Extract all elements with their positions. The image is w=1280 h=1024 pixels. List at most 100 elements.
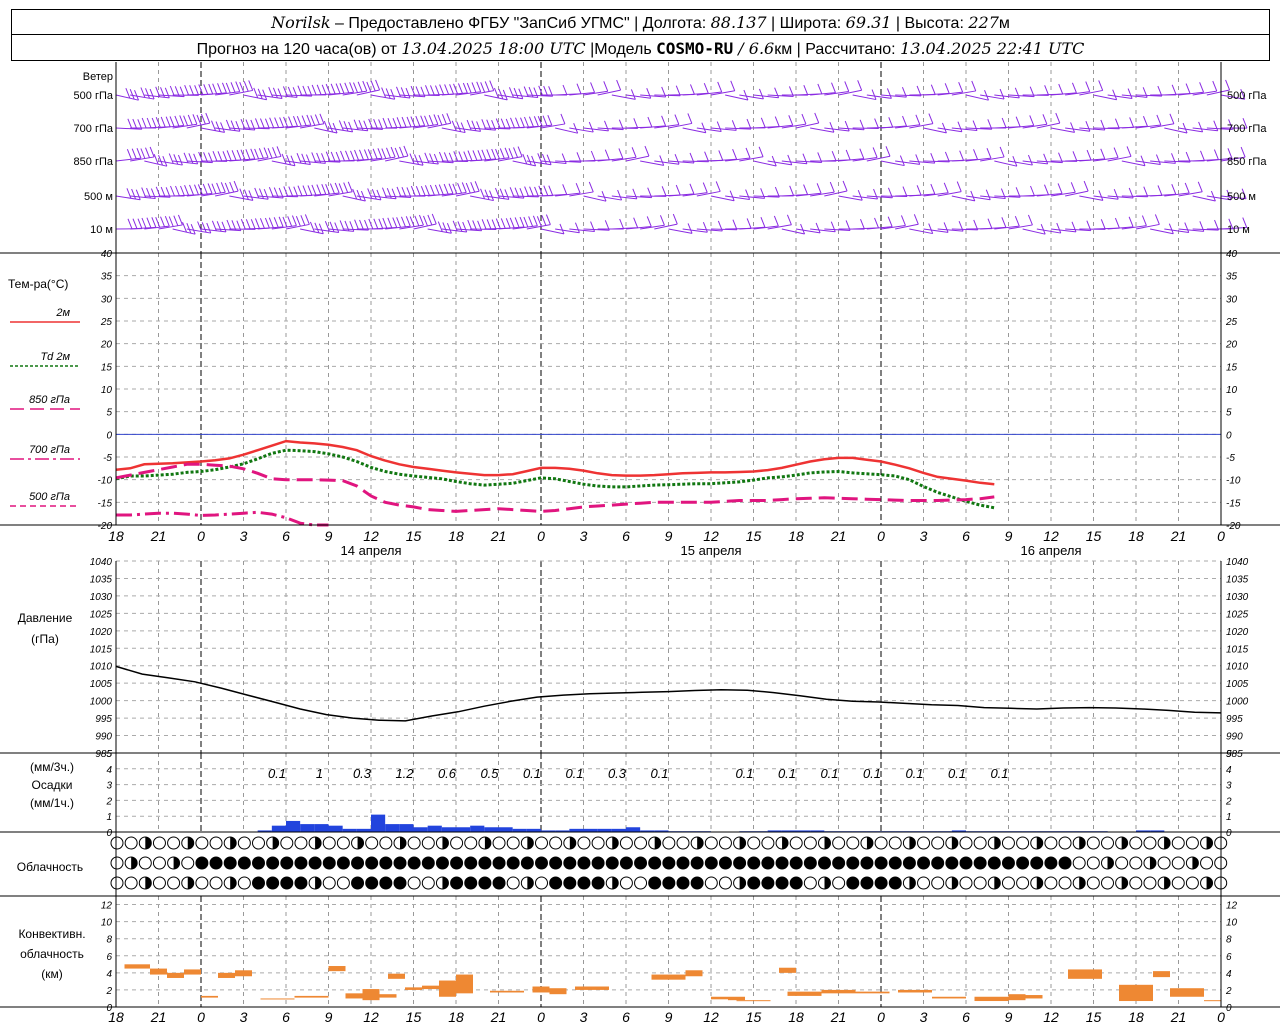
wind-barb-flag xyxy=(396,186,402,198)
precip-3h-label: 0.1 xyxy=(990,766,1008,781)
convective-bar xyxy=(184,969,201,975)
wind-barb-flag xyxy=(495,218,501,229)
wind-barb-flag xyxy=(760,217,766,228)
cloud-cover-icon xyxy=(591,876,605,890)
cloud-cover-icon xyxy=(450,876,464,890)
wind-barb-shaft xyxy=(1121,94,1148,98)
hour-tick-label: 18 xyxy=(1128,528,1144,544)
precip-layer xyxy=(257,814,1165,832)
wind-barb-shaft xyxy=(1192,127,1218,132)
temp-tick-left: 30 xyxy=(101,294,113,305)
wind-barb-shaft xyxy=(540,193,567,197)
wind-barb-flag xyxy=(730,80,736,91)
convective-bar xyxy=(974,996,1009,1002)
wind-barb-shaft xyxy=(795,122,819,129)
convective-bar xyxy=(379,994,397,998)
precip-bar xyxy=(470,825,485,832)
wind-barb-flag xyxy=(373,118,379,130)
convective-bar xyxy=(736,1000,771,1002)
wind-barb-shaft xyxy=(781,228,805,235)
hour-tick-label: 21 xyxy=(1170,528,1187,544)
cloud-cover-icon xyxy=(1058,836,1072,850)
temp-series-line xyxy=(115,462,995,513)
wind-barb-flag xyxy=(316,84,322,96)
hour-tick-label: 12 xyxy=(703,528,719,544)
wind-barb-shaft xyxy=(314,228,339,234)
convective-bar xyxy=(575,986,609,990)
convective-bar xyxy=(294,995,329,998)
cloud-cover-half xyxy=(1036,877,1043,889)
wind-barb-flag xyxy=(420,115,426,126)
wind-barb-flag xyxy=(528,116,534,127)
wind-barb-flag xyxy=(221,221,227,233)
cloud-cover-icon xyxy=(492,876,506,890)
wind-barb-flag xyxy=(257,88,263,99)
wind-barb-flag xyxy=(1042,114,1048,125)
cloud-cover-icon xyxy=(464,856,478,870)
cloud-cover-icon xyxy=(294,856,308,870)
wind-barb-flag xyxy=(541,153,547,165)
precip-tick-right: 3 xyxy=(1226,781,1232,792)
cloud-cover-icon xyxy=(506,836,520,850)
wind-barb-shaft xyxy=(484,195,509,200)
precip-bar xyxy=(597,828,612,832)
cloud-cover-icon xyxy=(959,876,973,890)
conv-tick-left: 12 xyxy=(101,901,113,912)
wind-barb-flag xyxy=(457,221,463,232)
wind-barb-flag xyxy=(283,116,289,128)
cloud-cover-icon xyxy=(888,836,902,850)
wind-barb-flag xyxy=(1182,122,1188,134)
wind-barb-flag xyxy=(197,221,203,232)
temp-tick-right: 5 xyxy=(1226,408,1232,419)
wind-barb-flag xyxy=(160,116,166,128)
wind-barb-shaft xyxy=(767,94,794,97)
hour-tick-label: 6 xyxy=(622,528,630,544)
temp-title: Тем-ра(°C) xyxy=(8,277,68,291)
wind-barb-flag xyxy=(328,121,334,133)
wind-barb-flag xyxy=(803,184,809,195)
wind-barb-shaft xyxy=(229,89,253,96)
cloud-cover-half xyxy=(230,877,237,889)
wind-barb-flag xyxy=(788,115,794,126)
wind-barb-flag xyxy=(240,149,246,160)
cloud-cover-icon xyxy=(478,856,492,870)
wind-barb-flag xyxy=(288,186,294,197)
wind-barb-shaft xyxy=(413,223,437,230)
cloud-cover-half xyxy=(612,877,619,889)
wind-barb-flag xyxy=(491,219,497,230)
wind-barb-flag xyxy=(263,147,269,158)
cloud-cover-icon xyxy=(421,876,435,890)
wind-barb-flag xyxy=(405,87,411,99)
wind-barb-shaft xyxy=(470,158,496,162)
temp-tick-right: 25 xyxy=(1225,317,1238,328)
cloud-cover-icon xyxy=(676,836,690,850)
wind-barb-flag xyxy=(1155,154,1161,165)
wind-barb-shaft xyxy=(130,195,156,200)
wind-barb-flag xyxy=(343,182,349,193)
temp-tick-left: 25 xyxy=(100,317,113,328)
hour-tick-label: 12 xyxy=(363,528,379,544)
wind-barb-flag xyxy=(410,116,416,127)
wind-barb-shaft xyxy=(1121,160,1146,167)
wind-barb-flag xyxy=(1142,116,1148,127)
precip-3h-label: 0.1 xyxy=(863,766,881,781)
cloud-cover-icon xyxy=(152,836,166,850)
temp-tick-right: 20 xyxy=(1225,340,1238,351)
cloud-cover-icon xyxy=(435,856,449,870)
cloud-cover-icon xyxy=(1086,876,1100,890)
cloud-cover-icon xyxy=(1200,856,1214,870)
wind-barb-flag xyxy=(222,151,228,162)
cloud-cover-icon xyxy=(1086,856,1100,870)
wind-barb-flag xyxy=(547,114,553,126)
wind-barb-flag xyxy=(1113,147,1119,158)
hour-tick-label: 18 xyxy=(108,528,124,544)
wind-barb-shaft xyxy=(455,228,482,232)
wind-barb-flag xyxy=(958,81,964,93)
wind-barb-flag xyxy=(1157,185,1163,196)
cloud-cover-icon xyxy=(393,856,407,870)
labels-layer: 1818212100336699121215151818212100336699… xyxy=(8,71,1267,1024)
wind-barb-shaft xyxy=(1107,226,1134,230)
pressure-tick-right: 990 xyxy=(1226,732,1243,743)
convective-bar xyxy=(821,989,856,994)
wind-barb-flag xyxy=(508,87,514,98)
